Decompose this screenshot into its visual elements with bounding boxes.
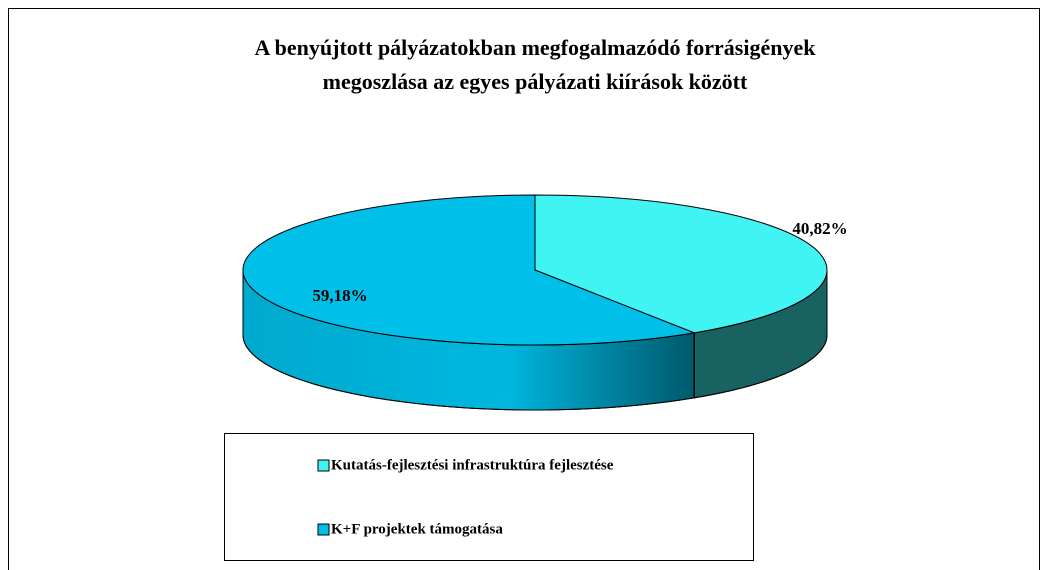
- legend: Kutatás-fejlesztési infrastruktúra fejle…: [224, 433, 754, 561]
- legend-swatch: [317, 523, 330, 536]
- value-label: 40,82%: [792, 219, 847, 238]
- chart-border: [8, 8, 1040, 570]
- chart-title: megoszlása az egyes pályázati kiírások k…: [323, 69, 748, 94]
- slice: [242, 194, 697, 346]
- legend-swatch: [317, 459, 330, 472]
- legend-box: [224, 433, 754, 561]
- chart-title: A benyújtott pályázatokban megfogalmazód…: [255, 35, 817, 60]
- legend-label: K+F projektek támogatása: [331, 521, 503, 537]
- value-label: 59,18%: [312, 286, 367, 305]
- legend-label: Kutatás-fejlesztési infrastruktúra fejle…: [331, 457, 614, 473]
- pie: 40,82% 59,18%: [242, 194, 848, 411]
